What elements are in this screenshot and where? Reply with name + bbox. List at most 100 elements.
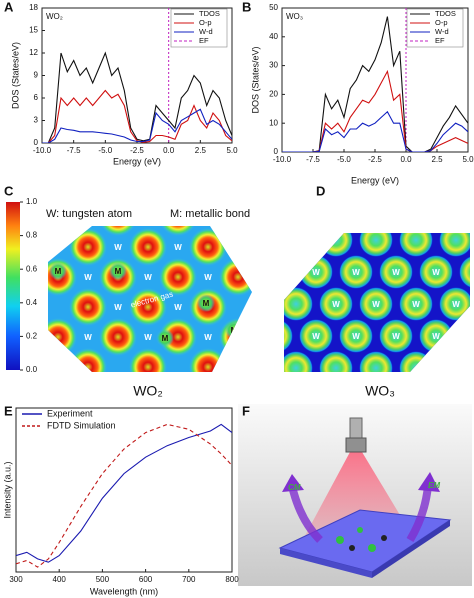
series-line: [16, 423, 232, 563]
atom-density: [339, 255, 373, 289]
atom-density: [249, 288, 252, 326]
panel-label: F: [242, 403, 250, 418]
x-axis-label: Energy (eV): [351, 175, 399, 185]
colorbar-tick-label: 0.6: [26, 264, 38, 273]
bond-label: M: [55, 267, 62, 276]
atom-label: W: [412, 300, 420, 309]
series-line: [42, 89, 232, 143]
atom-density: [219, 318, 252, 356]
atom-density: [189, 348, 227, 372]
x-tick-label: 700: [182, 575, 196, 584]
legend-label: W-d: [199, 27, 213, 36]
atom-label: W: [84, 333, 92, 342]
colorbar-tick-label: 1.0: [26, 197, 38, 206]
x-tick-label: 2.5: [431, 155, 443, 164]
legend-label: FDTD Simulation: [47, 420, 116, 430]
atom-density: [459, 255, 470, 289]
panel-label: A: [4, 0, 14, 14]
atom-label: W: [332, 300, 340, 309]
atom-density: [189, 228, 227, 266]
atom-density: [359, 351, 393, 372]
map-title: WO₃: [365, 383, 395, 399]
bond-density: [109, 262, 127, 280]
axis-frame: [15, 407, 233, 573]
atom-density: [339, 198, 377, 236]
y-tick-label: 0: [274, 147, 279, 156]
atom-density: [129, 348, 167, 372]
y-tick-label: 50: [269, 3, 278, 12]
x-tick-label: 5.0: [462, 155, 474, 164]
x-axis-label: Wavelength (nm): [90, 586, 158, 596]
atom-density: [99, 226, 137, 236]
atom-density: [319, 233, 353, 257]
panel-label: B: [242, 0, 251, 14]
atom-density: [69, 348, 107, 372]
map-legend: M: metallic bond: [170, 208, 250, 220]
atom-label: W: [432, 332, 440, 341]
colorbar-tick-label: 0.0: [26, 365, 38, 374]
atom-density: [359, 233, 393, 257]
colorbar-tick-label: 0.8: [26, 231, 38, 240]
atom-label: W: [392, 332, 400, 341]
atom-density: [249, 228, 252, 266]
bond-density: [197, 294, 215, 312]
atom-density: [159, 226, 197, 236]
x-tick-label: -10.0: [273, 155, 292, 164]
inset-label: WO₃: [286, 12, 303, 21]
x-tick-label: 600: [139, 575, 153, 584]
atom-density: [69, 228, 107, 266]
atom-density: [429, 348, 467, 386]
atom-density: [69, 288, 107, 326]
x-tick-label: -7.5: [67, 146, 81, 155]
legend-label: Experiment: [47, 408, 93, 418]
atom-label: W: [392, 268, 400, 277]
atom-density: [239, 351, 273, 385]
atom-label: W: [432, 268, 440, 277]
bond-label: M: [162, 334, 169, 343]
atom-density: [239, 223, 273, 257]
atom-label: W: [372, 300, 380, 309]
atom-density: [319, 287, 353, 321]
atom-density: [249, 348, 252, 372]
y-tick-label: 6: [34, 93, 39, 102]
x-tick-label: -10.0: [33, 146, 52, 155]
atom-density: [219, 258, 252, 296]
legend-label: EF: [435, 36, 445, 45]
x-tick-label: 0.0: [400, 155, 412, 164]
atom-label: W: [114, 243, 122, 252]
atom-density: [284, 233, 313, 257]
panel-label: D: [316, 183, 325, 198]
y-tick-label: 40: [269, 32, 278, 41]
atom-density: [159, 258, 197, 296]
atom-density: [129, 288, 167, 326]
y-tick-label: 15: [29, 26, 38, 35]
atom-label: W: [312, 332, 320, 341]
x-tick-label: 0.0: [163, 146, 175, 155]
atom-label: W: [452, 300, 460, 309]
atom-density: [399, 233, 433, 257]
atom-label: W: [352, 332, 360, 341]
bond-density: [225, 321, 243, 339]
y-tick-label: 9: [34, 71, 39, 80]
atom-density: [129, 228, 167, 266]
atom-label: W: [114, 303, 122, 312]
y-tick-label: 12: [29, 48, 38, 57]
legend-label: O-p: [435, 18, 448, 27]
legend-label: TDOS: [435, 9, 456, 18]
y-axis-label: DOS (States/eV): [10, 42, 20, 109]
atom-density: [284, 255, 293, 289]
atom-density: [399, 351, 433, 372]
y-axis-label: Intensity (a.u.): [2, 461, 12, 518]
atom-density: [279, 198, 317, 236]
legend-label: TDOS: [199, 9, 220, 18]
atom-density: [359, 287, 393, 321]
x-tick-label: 400: [53, 575, 67, 584]
x-tick-label: -5.0: [98, 146, 112, 155]
atom-density: [284, 319, 293, 353]
charge-map-wo3: W W W W W W W W W W W W: [239, 223, 470, 385]
beam-label: CM: [288, 483, 301, 492]
atom-density: [459, 319, 470, 353]
x-tick-label: 300: [9, 575, 23, 584]
bond-label: M: [115, 267, 122, 276]
